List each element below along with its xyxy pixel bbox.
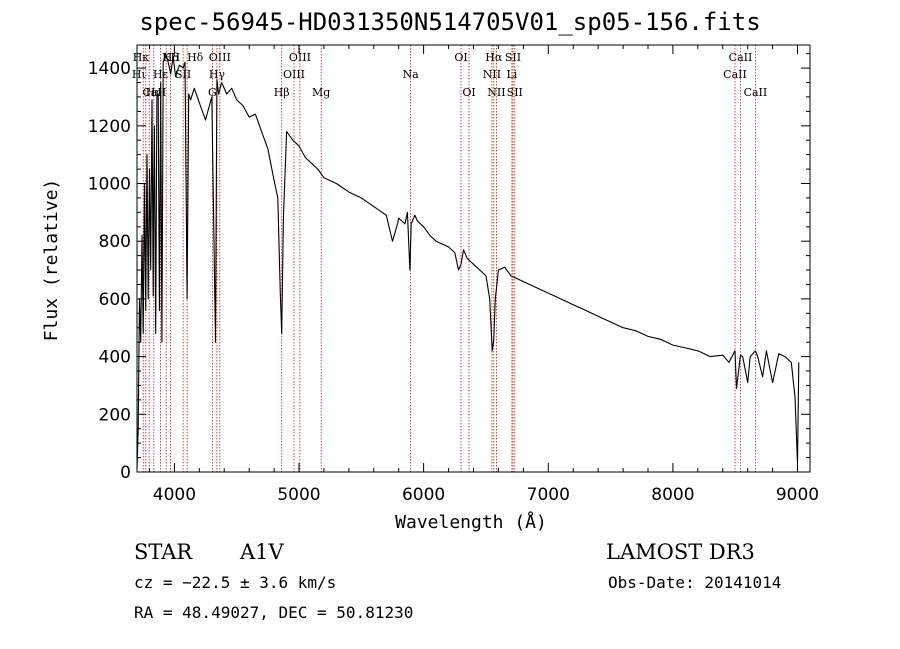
- axes: 4000 5000 6000 7000 8000 9000 0 200 400 600 800 100…: [88, 44, 819, 505]
- y-tick-label: 400: [99, 348, 131, 368]
- survey-name: LAMOST DR3: [606, 540, 755, 564]
- line-label-19: OI: [462, 86, 475, 99]
- line-label-24: Li: [506, 68, 517, 81]
- line-label-21: NII: [483, 68, 501, 81]
- line-label-25: SII: [507, 86, 523, 99]
- line-label-12: G: [208, 86, 217, 99]
- line-label-23: SII: [505, 51, 521, 64]
- line-label-3: Hκ: [133, 51, 150, 64]
- flux-series-line: [136, 53, 800, 470]
- x-axis-label: Wavelength (Å): [395, 511, 547, 533]
- marker-lines-layer: [142, 45, 756, 472]
- line-label-0: CaII: [143, 86, 167, 99]
- line-label-28: CaII: [744, 86, 768, 99]
- line-label-16: Mg: [312, 86, 330, 99]
- y-tick-label: 0: [120, 463, 131, 483]
- line-label-7: Hη: [146, 86, 162, 99]
- line-label-8: SII: [175, 68, 191, 81]
- line-label-18: OI: [454, 51, 467, 64]
- redshift-readout: cz = −22.5 ± 3.6 km/s: [134, 573, 337, 592]
- y-tick-label: 800: [99, 232, 131, 252]
- line-label-15: OIII: [289, 51, 311, 64]
- object-class: STAR: [134, 540, 193, 564]
- x-tick-label: 9000: [776, 485, 819, 505]
- line-label-26: CaII: [729, 51, 753, 64]
- line-label-27: CaII: [723, 68, 747, 81]
- line-label-9: Hδ: [187, 51, 204, 64]
- y-tick-label: 1400: [88, 59, 131, 79]
- y-tick-label: 1000: [88, 175, 131, 195]
- y-axis-label: Flux (relative): [41, 179, 62, 342]
- y-tick-label: 200: [99, 405, 131, 425]
- line-label-2: Hε: [153, 68, 169, 81]
- x-tick-label: 7000: [527, 485, 570, 505]
- x-tick-label: 8000: [651, 485, 694, 505]
- line-label-17: Na: [403, 68, 420, 81]
- y-tick-label: 1200: [88, 117, 131, 137]
- x-tick-label: 6000: [402, 485, 445, 505]
- line-label-5: K: [162, 51, 171, 64]
- line-label-10: OIII: [209, 51, 231, 64]
- line-label-13: Hβ: [274, 86, 290, 99]
- object-subclass: A1V: [240, 540, 284, 564]
- flux-line-layer: [136, 53, 800, 470]
- line-label-11: Hγ: [209, 68, 226, 81]
- line-label-22: NII: [487, 86, 505, 99]
- coordinates-readout: RA = 48.49027, DEC = 50.81230: [134, 603, 414, 622]
- observation-date: Obs-Date: 20141014: [608, 573, 782, 592]
- y-tick-label: 600: [99, 290, 131, 310]
- line-label-4: Hι: [132, 68, 146, 81]
- x-tick-label: 4000: [153, 485, 196, 505]
- plot-frame: [136, 44, 811, 473]
- line-label-6: H: [171, 51, 181, 64]
- chart-title: spec-56945-HD031350N514705V01_sp05-156.f…: [139, 8, 761, 36]
- x-tick-label: 5000: [277, 485, 320, 505]
- line-label-20: Hα: [485, 51, 503, 64]
- line-label-14: OIII: [283, 68, 305, 81]
- line-label-1: Hδ: [163, 51, 180, 64]
